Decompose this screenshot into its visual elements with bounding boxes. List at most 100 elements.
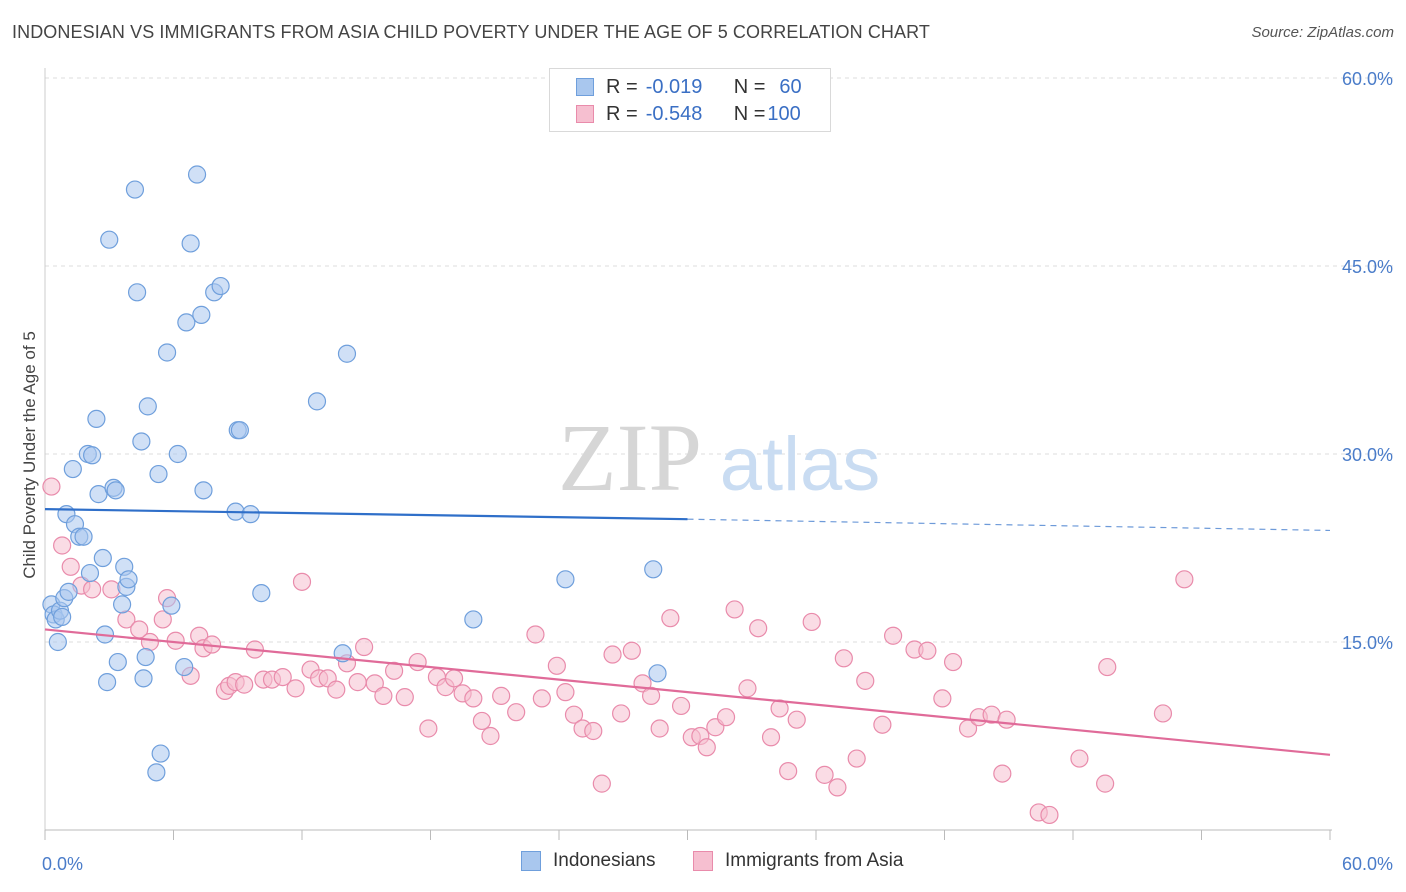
indonesians-point (149, 464, 168, 484)
x-tick-label: 0.0% (42, 854, 83, 874)
series-legend: Indonesians Immigrants from Asia (0, 850, 1406, 880)
indonesians-point (53, 607, 72, 627)
indonesians-point (127, 283, 147, 302)
immigrants-point (286, 679, 305, 698)
immigrants-point (83, 580, 102, 599)
legend-n-value: 100 (767, 102, 801, 125)
immigrants-point (834, 649, 853, 668)
indonesians-point (93, 548, 112, 568)
immigrants-point (641, 686, 661, 705)
indonesians-point (108, 652, 127, 672)
immigrants-point (395, 688, 414, 707)
chart-title: INDONESIAN VS IMMIGRANTS FROM ASIA CHILD… (12, 22, 930, 42)
legend-swatch-pink (693, 851, 713, 871)
immigrants-point (492, 686, 511, 705)
indonesians-point (59, 582, 78, 601)
indonesians-point (74, 527, 93, 546)
indonesians-point (307, 392, 327, 411)
indonesians-point (147, 763, 166, 782)
indonesians-point (80, 563, 100, 583)
y-tick-label: 60.0% (1342, 69, 1393, 89)
indonesians-point (241, 505, 260, 524)
legend-r-value: -0.019 (645, 75, 703, 98)
indonesians-point (132, 432, 151, 451)
trend-lines (44, 508, 1331, 756)
immigrants-point (671, 696, 691, 716)
indonesians-point (644, 560, 663, 579)
indonesians-point (177, 313, 196, 332)
immigrants-point (374, 686, 393, 705)
immigrants-point (53, 536, 72, 555)
indonesians-point (194, 481, 213, 500)
immigrants-point (102, 580, 121, 599)
immigrants-point (526, 625, 545, 644)
indonesians-point (63, 459, 82, 479)
indonesians-point (100, 230, 119, 249)
immigrants-point (828, 778, 847, 797)
indonesians-point (112, 595, 132, 614)
immigrants-point (153, 610, 172, 629)
legend-r-label: R = (606, 75, 638, 98)
indonesians-point (106, 481, 125, 500)
indonesians-point (138, 397, 157, 416)
grid-lines (45, 77, 1395, 643)
immigrants-point (592, 774, 611, 793)
x-tick-label: 60.0% (1342, 854, 1393, 874)
immigrants-point (770, 699, 789, 718)
immigrants-point (140, 632, 160, 652)
y-tick-label: 45.0% (1342, 257, 1393, 277)
legend-item-immigrants: Immigrants from Asia (693, 850, 903, 872)
watermark-zip: ZIP (558, 404, 702, 511)
immigrants-point (348, 673, 367, 692)
immigrants-point (273, 667, 292, 687)
immigrants-from-asia-points (42, 477, 1194, 825)
indonesians-point (192, 305, 211, 324)
legend-item-indonesians: Indonesians (521, 850, 655, 872)
legend-n-value: 60 (779, 75, 802, 98)
indonesians-point (252, 584, 271, 603)
immigrants-point (856, 671, 875, 690)
legend-r-label: R = (606, 102, 638, 125)
indonesians-point (648, 664, 667, 683)
indonesians-trend-extension (687, 518, 1331, 532)
immigrants-point (918, 641, 937, 660)
legend-n-label: N = (733, 102, 766, 125)
immigrants-point (1096, 774, 1115, 793)
immigrants-point (1098, 657, 1117, 677)
immigrants-point (327, 680, 346, 699)
immigrants-point (697, 738, 716, 757)
immigrants-point (419, 719, 438, 738)
indonesians-point (87, 409, 106, 429)
indonesians-points (42, 165, 667, 782)
immigrants-point (603, 645, 622, 664)
legend-swatch-pink (576, 105, 594, 123)
immigrants-point (943, 652, 963, 672)
immigrants-point (61, 557, 80, 576)
immigrants-point (933, 689, 952, 708)
immigrants-point (464, 689, 483, 708)
immigrants-point (622, 641, 641, 660)
watermark-atlas: atlas (720, 422, 881, 507)
indonesians-point (157, 343, 177, 362)
immigrants-point (873, 715, 892, 734)
immigrants-point (847, 749, 866, 768)
immigrants-point (883, 626, 903, 645)
legend-row-immigrants: R = -0.548 N = 100 (550, 101, 801, 127)
immigrants-point (564, 705, 584, 724)
y-tick-label: 30.0% (1342, 445, 1393, 465)
indonesians-point (230, 421, 249, 440)
immigrants-point (444, 669, 464, 688)
legend-swatch-blue (521, 851, 541, 871)
immigrants-point (725, 600, 744, 619)
immigrants-point (661, 609, 680, 628)
axes (44, 68, 1332, 840)
immigrants-point (42, 477, 61, 496)
indonesians-point (175, 657, 194, 677)
immigrants-point (1040, 805, 1059, 825)
immigrants-point (787, 710, 806, 729)
immigrants-point (997, 710, 1016, 729)
immigrants-point (507, 703, 526, 722)
immigrants-point (815, 765, 834, 784)
immigrants-point (584, 721, 603, 741)
